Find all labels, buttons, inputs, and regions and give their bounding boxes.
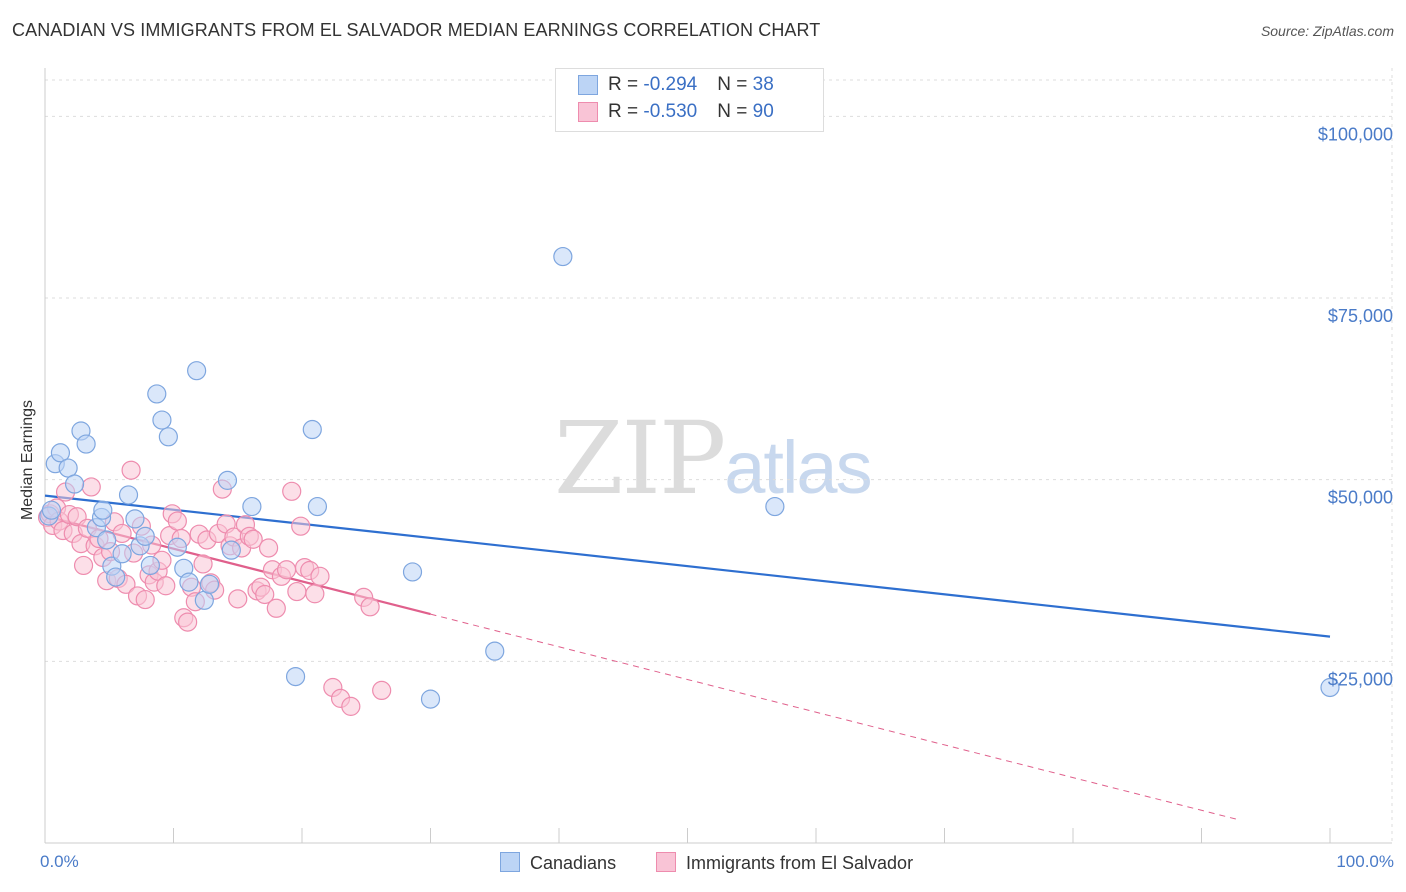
- x-axis-max-label: 100.0%: [1336, 852, 1394, 871]
- el-salvador-point: [135, 589, 155, 610]
- el-salvador-point: [255, 584, 275, 605]
- canadians-point: [152, 410, 172, 430]
- r-value: -0.530: [643, 101, 698, 122]
- canadians-point: [217, 470, 238, 490]
- canadians-point: [420, 689, 441, 709]
- el-salvador-point: [73, 555, 94, 576]
- canadians-point: [58, 458, 78, 478]
- canadians-point: [158, 427, 178, 447]
- r-label: R =: [608, 74, 644, 95]
- el-salvador-point: [310, 566, 330, 586]
- el-salvador-point: [282, 481, 302, 501]
- canadians-point: [64, 474, 85, 494]
- canadians-point: [76, 434, 96, 454]
- series-legend: Canadians Immigrants from El Salvador: [0, 852, 1406, 878]
- el-salvador-point: [341, 696, 361, 716]
- x-axis-min-label: 0.0%: [40, 852, 79, 871]
- canadians-point: [402, 562, 423, 582]
- n-value: 38: [752, 74, 774, 95]
- el-salvador-swatch: [656, 852, 676, 872]
- y-axis-label: Median Earnings: [19, 399, 36, 521]
- canadians-point: [242, 496, 262, 517]
- el-salvador-point: [266, 598, 286, 618]
- canadians-point: [285, 666, 306, 687]
- data-points: [37, 246, 1340, 716]
- n-label: N =: [717, 101, 753, 122]
- legend-item-canadians[interactable]: Canadians: [500, 852, 616, 874]
- legend-label: Immigrants from El Salvador: [686, 853, 914, 873]
- canadians-point: [112, 544, 132, 564]
- n-label: N =: [717, 74, 753, 95]
- y-tick-label: $75,000: [1328, 306, 1393, 326]
- el-salvador-swatch: [578, 101, 598, 122]
- y-tick-label: $50,000: [1328, 488, 1393, 508]
- legend-row-el-salvador: R = -0.530 N = 90: [578, 101, 774, 127]
- canadians-point: [179, 572, 199, 592]
- canadians-point: [553, 246, 573, 267]
- canadians-point: [221, 540, 241, 560]
- chart-title: CANADIAN VS IMMIGRANTS FROM EL SALVADOR …: [12, 20, 821, 40]
- el-salvador-point: [81, 477, 101, 497]
- canadians-point: [194, 590, 214, 610]
- canadians-point: [167, 537, 187, 557]
- canadians-swatch: [500, 852, 520, 872]
- canadians-swatch: [578, 74, 598, 95]
- canadians-point: [125, 509, 145, 529]
- y-tick-labels: $25,000 $50,000 $75,000 $100,000: [1318, 124, 1393, 689]
- canadians-point: [50, 443, 71, 463]
- source-credit: Source: ZipAtlas.com: [1260, 23, 1394, 39]
- el-salvador-point: [167, 511, 187, 531]
- canadians-point: [118, 485, 139, 505]
- legend-label: Canadians: [530, 853, 617, 873]
- el-salvador-point: [156, 576, 176, 596]
- legend-row-canadians: R = -0.294 N = 38: [578, 74, 774, 100]
- grid-lines: [45, 68, 1393, 843]
- el-salvador-point: [193, 554, 213, 574]
- canadians-point: [106, 567, 126, 587]
- el-salvador-point: [276, 560, 297, 580]
- canadians-point: [97, 530, 117, 550]
- canadians-point: [147, 384, 167, 404]
- canadians-point: [41, 500, 62, 520]
- trend-line: [44, 494, 1331, 638]
- el-salvador-point: [360, 597, 380, 617]
- r-label: R =: [608, 101, 644, 122]
- legend-item-el-salvador[interactable]: Immigrants from El Salvador: [656, 852, 913, 874]
- trend-line-dashed: [430, 613, 1241, 821]
- canadians-point: [199, 574, 220, 594]
- canadians-point: [187, 361, 207, 381]
- stats-legend: R = -0.294 N = 38 R = -0.530 N = 90: [555, 68, 824, 132]
- canadians-point: [135, 526, 155, 546]
- el-salvador-point: [243, 529, 263, 549]
- canadians-point: [302, 419, 322, 440]
- y-tick-label: $100,000: [1318, 124, 1393, 144]
- el-salvador-point: [287, 581, 307, 602]
- watermark-atlas: atlas: [724, 426, 872, 509]
- watermark-zip: ZIP: [554, 400, 726, 517]
- el-salvador-point: [258, 538, 279, 558]
- zipatlas-watermark: ZIPatlas: [554, 400, 873, 517]
- el-salvador-point: [291, 516, 311, 536]
- canadians-point: [1320, 677, 1340, 698]
- y-tick-label: $25,000: [1328, 669, 1393, 689]
- el-salvador-point: [121, 460, 141, 480]
- el-salvador-point: [305, 584, 325, 604]
- el-salvador-point: [372, 680, 392, 701]
- canadians-point: [485, 641, 505, 661]
- r-value: -0.294: [643, 74, 698, 95]
- el-salvador-point: [228, 589, 248, 609]
- canadians-point: [307, 496, 328, 517]
- canadians-point: [93, 500, 113, 520]
- n-value: 90: [752, 101, 774, 122]
- canadians-point: [765, 496, 785, 517]
- canadians-point: [140, 555, 160, 576]
- axes: [44, 68, 1392, 844]
- el-salvador-point: [178, 612, 198, 632]
